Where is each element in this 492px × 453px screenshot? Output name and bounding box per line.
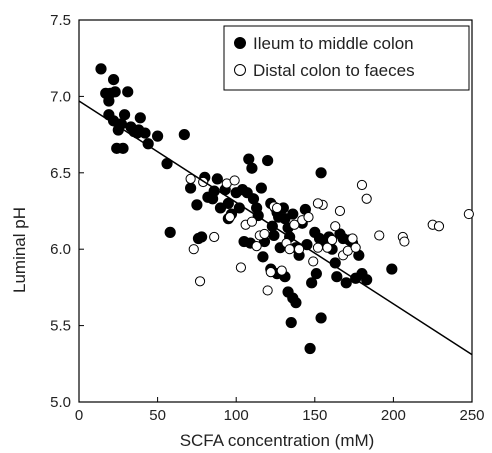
- data-point-distal: [293, 244, 305, 255]
- data-point-ileum: [134, 112, 146, 124]
- data-point-distal: [194, 276, 206, 287]
- data-point-distal: [312, 198, 324, 209]
- x-tick-label: 250: [459, 407, 484, 424]
- data-point-distal: [326, 234, 338, 246]
- axis-ticks: 0 50 100 150 200 250 5.0 5.5 6.0 6.5 7.0 7.5: [50, 12, 484, 424]
- data-point-ileum: [315, 167, 327, 179]
- data-point-distal: [347, 233, 358, 244]
- data-point-ileum: [331, 271, 343, 283]
- legend-marker-filled: [234, 37, 246, 49]
- data-point-distal: [224, 212, 236, 223]
- data-point-distal: [330, 221, 341, 232]
- data-point-ileum: [310, 268, 322, 280]
- data-point-distal: [235, 262, 247, 273]
- x-tick-label: 100: [224, 407, 249, 424]
- data-point-ileum: [109, 86, 121, 98]
- data-point-ileum: [340, 277, 352, 289]
- x-tick-label: 150: [302, 407, 327, 424]
- x-tick-label: 200: [381, 407, 406, 424]
- data-point-ileum: [285, 316, 297, 329]
- data-point-ileum: [255, 182, 267, 194]
- x-axis-label: SCFA concentration (mM): [180, 431, 375, 450]
- data-point-distal: [356, 179, 368, 191]
- data-point-ileum: [117, 142, 129, 154]
- data-point-distal: [350, 242, 361, 253]
- regression-line: [78, 100, 473, 356]
- data-point-ileum: [211, 173, 223, 185]
- data-point-ileum: [142, 138, 154, 150]
- data-point-ileum: [290, 297, 302, 309]
- legend: Ileum to middle colon Distal colon to fa…: [223, 25, 470, 91]
- data-point-distal: [209, 231, 220, 243]
- y-axis-label: Luminal pH: [10, 207, 29, 293]
- data-point-ileum: [107, 73, 120, 86]
- data-point-ileum: [122, 86, 134, 98]
- data-point-ileum: [246, 162, 258, 174]
- data-point-ileum: [196, 231, 208, 243]
- data-point-distal: [374, 230, 385, 241]
- data-point-distal: [246, 216, 258, 227]
- data-point-ileum: [257, 251, 269, 263]
- data-point-ileum: [118, 109, 131, 121]
- legend-label-distal: Distal colon to faeces: [253, 61, 415, 80]
- data-point-ileum: [185, 182, 197, 194]
- legend-label-ileum: Ileum to middle colon: [253, 34, 414, 53]
- legend-marker-open: [234, 64, 246, 76]
- data-point-distal: [308, 256, 319, 267]
- data-point-ileum: [315, 312, 327, 324]
- data-point-ileum: [386, 263, 398, 275]
- x-tick-label: 0: [75, 407, 83, 424]
- y-tick-label: 6.0: [50, 241, 71, 258]
- data-point-distal: [229, 175, 240, 186]
- data-point-ileum: [268, 229, 280, 242]
- data-point-distal: [334, 205, 346, 217]
- data-point-distal: [284, 244, 295, 255]
- data-point-distal: [399, 236, 410, 247]
- data-point-ileum: [191, 199, 203, 211]
- data-point-distal: [251, 241, 262, 252]
- y-tick-label: 7.0: [50, 88, 71, 105]
- data-point-distal: [185, 173, 196, 185]
- y-tick-label: 5.0: [50, 394, 71, 411]
- data-point-distal: [276, 265, 287, 276]
- data-point-ileum: [361, 274, 373, 286]
- legend-box: [223, 25, 470, 91]
- data-point-distal: [463, 208, 474, 220]
- data-point-distal: [289, 219, 300, 230]
- data-point-ileum: [262, 154, 274, 167]
- data-point-distal: [262, 285, 273, 296]
- y-tick-label: 7.5: [50, 12, 71, 29]
- y-tick-label: 6.5: [50, 165, 71, 182]
- data-point-distal: [271, 202, 283, 214]
- x-tick-label: 50: [149, 407, 166, 424]
- data-point-ileum: [178, 129, 190, 141]
- data-point-distal: [312, 242, 324, 253]
- data-point-ileum: [139, 127, 151, 139]
- data-point-distal: [188, 244, 199, 255]
- data-point-distal: [265, 267, 276, 278]
- data-point-ileum: [287, 208, 299, 220]
- data-points: [95, 63, 474, 355]
- data-point-distal: [361, 193, 372, 204]
- data-point-distal: [303, 212, 314, 223]
- data-point-ileum: [304, 342, 316, 355]
- data-point-distal: [322, 242, 333, 253]
- data-point-ileum: [152, 130, 164, 142]
- data-point-distal: [433, 221, 445, 232]
- data-point-distal: [259, 228, 270, 240]
- y-tick-label: 5.5: [50, 318, 71, 335]
- data-point-ileum: [306, 277, 318, 289]
- data-point-ileum: [95, 63, 107, 75]
- data-point-ileum: [164, 226, 176, 238]
